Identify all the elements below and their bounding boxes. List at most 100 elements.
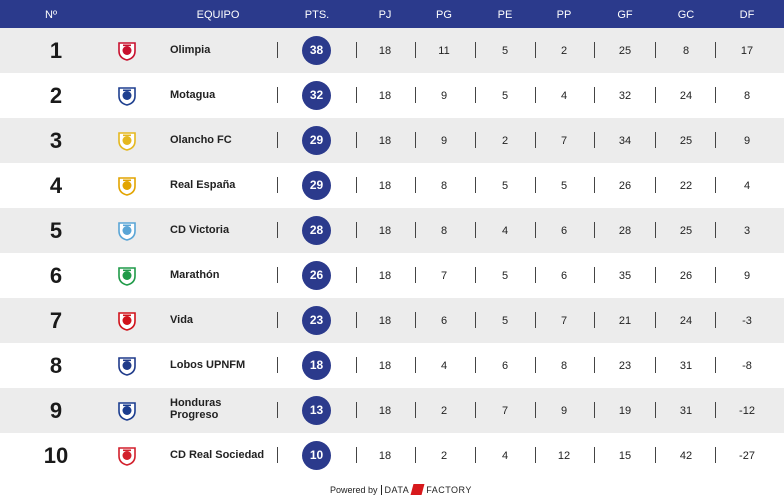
column-divider: [535, 312, 536, 328]
column-divider: [356, 87, 357, 103]
header-gc: GC: [677, 9, 695, 21]
stat-pj: 18: [378, 180, 392, 192]
column-divider: [535, 177, 536, 193]
stat-pj: 18: [378, 450, 392, 462]
column-divider: [715, 267, 716, 283]
team-name[interactable]: CD Real Sociedad: [170, 449, 265, 461]
marathon-crest-icon: [116, 265, 138, 287]
column-divider: [655, 87, 656, 103]
stat-pj: 18: [378, 315, 392, 327]
column-divider: [655, 447, 656, 463]
column-divider: [655, 312, 656, 328]
stat-gc: 42: [679, 450, 693, 462]
stat-gc: 8: [682, 45, 690, 57]
team-name[interactable]: Honduras Progreso: [170, 397, 222, 421]
column-divider: [475, 177, 476, 193]
column-divider: [715, 357, 716, 373]
header-df: DF: [739, 9, 755, 21]
column-divider: [277, 402, 278, 418]
team-name[interactable]: Olimpia: [170, 44, 211, 56]
column-divider: [594, 267, 595, 283]
column-divider: [655, 357, 656, 373]
column-divider: [277, 312, 278, 328]
position-number: 2: [49, 83, 63, 108]
stat-gc: 25: [679, 135, 693, 147]
table-body: 1 Olimpia 38 18 11 5 2 25 8 17 2 Motagua 32 18 9 5 4 32 24…: [0, 28, 784, 478]
column-divider: [715, 87, 716, 103]
stat-gf: 23: [618, 360, 632, 372]
column-divider: [475, 42, 476, 58]
stat-gf: 25: [618, 45, 632, 57]
stat-pe: 5: [501, 90, 509, 102]
table-header: Nº EQUIPO PTS. PJ PG PE PP GF GC DF: [0, 0, 784, 28]
column-divider: [277, 222, 278, 238]
column-divider: [475, 267, 476, 283]
stat-pg: 2: [440, 450, 448, 462]
stat-gc: 24: [679, 315, 693, 327]
column-divider: [715, 42, 716, 58]
column-divider: [415, 132, 416, 148]
column-divider: [594, 357, 595, 373]
brand-data: DATA: [384, 484, 410, 495]
stat-pe: 4: [501, 225, 509, 237]
vida-crest-icon: [116, 310, 138, 332]
team-name[interactable]: Motagua: [170, 89, 216, 101]
column-divider: [715, 312, 716, 328]
standings-table: Nº EQUIPO PTS. PJ PG PE PP GF GC DF 1 Oli…: [0, 0, 784, 478]
stat-gc: 22: [679, 180, 693, 192]
points-badge: 13: [302, 396, 331, 425]
column-divider: [415, 42, 416, 58]
stat-df: 17: [740, 45, 754, 57]
stat-pp: 6: [560, 225, 568, 237]
column-divider: [277, 357, 278, 373]
table-row: 2 Motagua 32 18 9 5 4 32 24 8: [0, 73, 784, 118]
position-number: 3: [49, 128, 63, 153]
team-name[interactable]: Olancho FC: [170, 134, 232, 146]
team-name[interactable]: Marathón: [170, 269, 220, 281]
stat-df: -8: [742, 360, 752, 372]
position-number: 4: [49, 173, 63, 198]
team-name[interactable]: Vida: [170, 314, 194, 326]
column-divider: [715, 447, 716, 463]
stat-pe: 6: [501, 360, 509, 372]
stat-df: 8: [743, 90, 751, 102]
footer-divider: [380, 484, 382, 495]
team-name[interactable]: Real España: [170, 179, 236, 191]
data-factory-logo-icon: [410, 484, 425, 495]
column-divider: [277, 177, 278, 193]
column-divider: [655, 402, 656, 418]
stat-gf: 35: [618, 270, 632, 282]
stat-pg: 11: [438, 45, 450, 57]
stat-df: -12: [739, 405, 755, 417]
stat-gf: 28: [618, 225, 632, 237]
column-divider: [356, 402, 357, 418]
column-divider: [594, 222, 595, 238]
points-badge: 38: [302, 36, 331, 65]
stat-pg: 9: [440, 135, 448, 147]
column-divider: [535, 132, 536, 148]
column-divider: [356, 267, 357, 283]
points-badge: 26: [302, 261, 331, 290]
column-divider: [594, 447, 595, 463]
column-divider: [277, 447, 278, 463]
stat-pg: 8: [440, 225, 448, 237]
header-pts: PTS.: [304, 9, 330, 21]
column-divider: [535, 267, 536, 283]
column-divider: [277, 132, 278, 148]
team-name[interactable]: CD Victoria: [170, 224, 230, 236]
column-divider: [475, 312, 476, 328]
column-divider: [277, 87, 278, 103]
table-row: 5 CD Victoria 28 18 8 4 6 28 25 3: [0, 208, 784, 253]
stat-df: -27: [739, 450, 755, 462]
position-number: 9: [49, 398, 63, 423]
table-row: 6 Marathón 26 18 7 5 6 35 26 9: [0, 253, 784, 298]
real-sociedad-crest-icon: [116, 445, 138, 467]
stat-pp: 9: [560, 405, 568, 417]
column-divider: [594, 42, 595, 58]
olancho-crest-icon: [116, 130, 138, 152]
stat-pg: 8: [440, 180, 448, 192]
team-name[interactable]: Lobos UPNFM: [170, 359, 246, 371]
stat-df: 9: [743, 270, 751, 282]
column-divider: [535, 402, 536, 418]
stat-pe: 7: [501, 405, 509, 417]
